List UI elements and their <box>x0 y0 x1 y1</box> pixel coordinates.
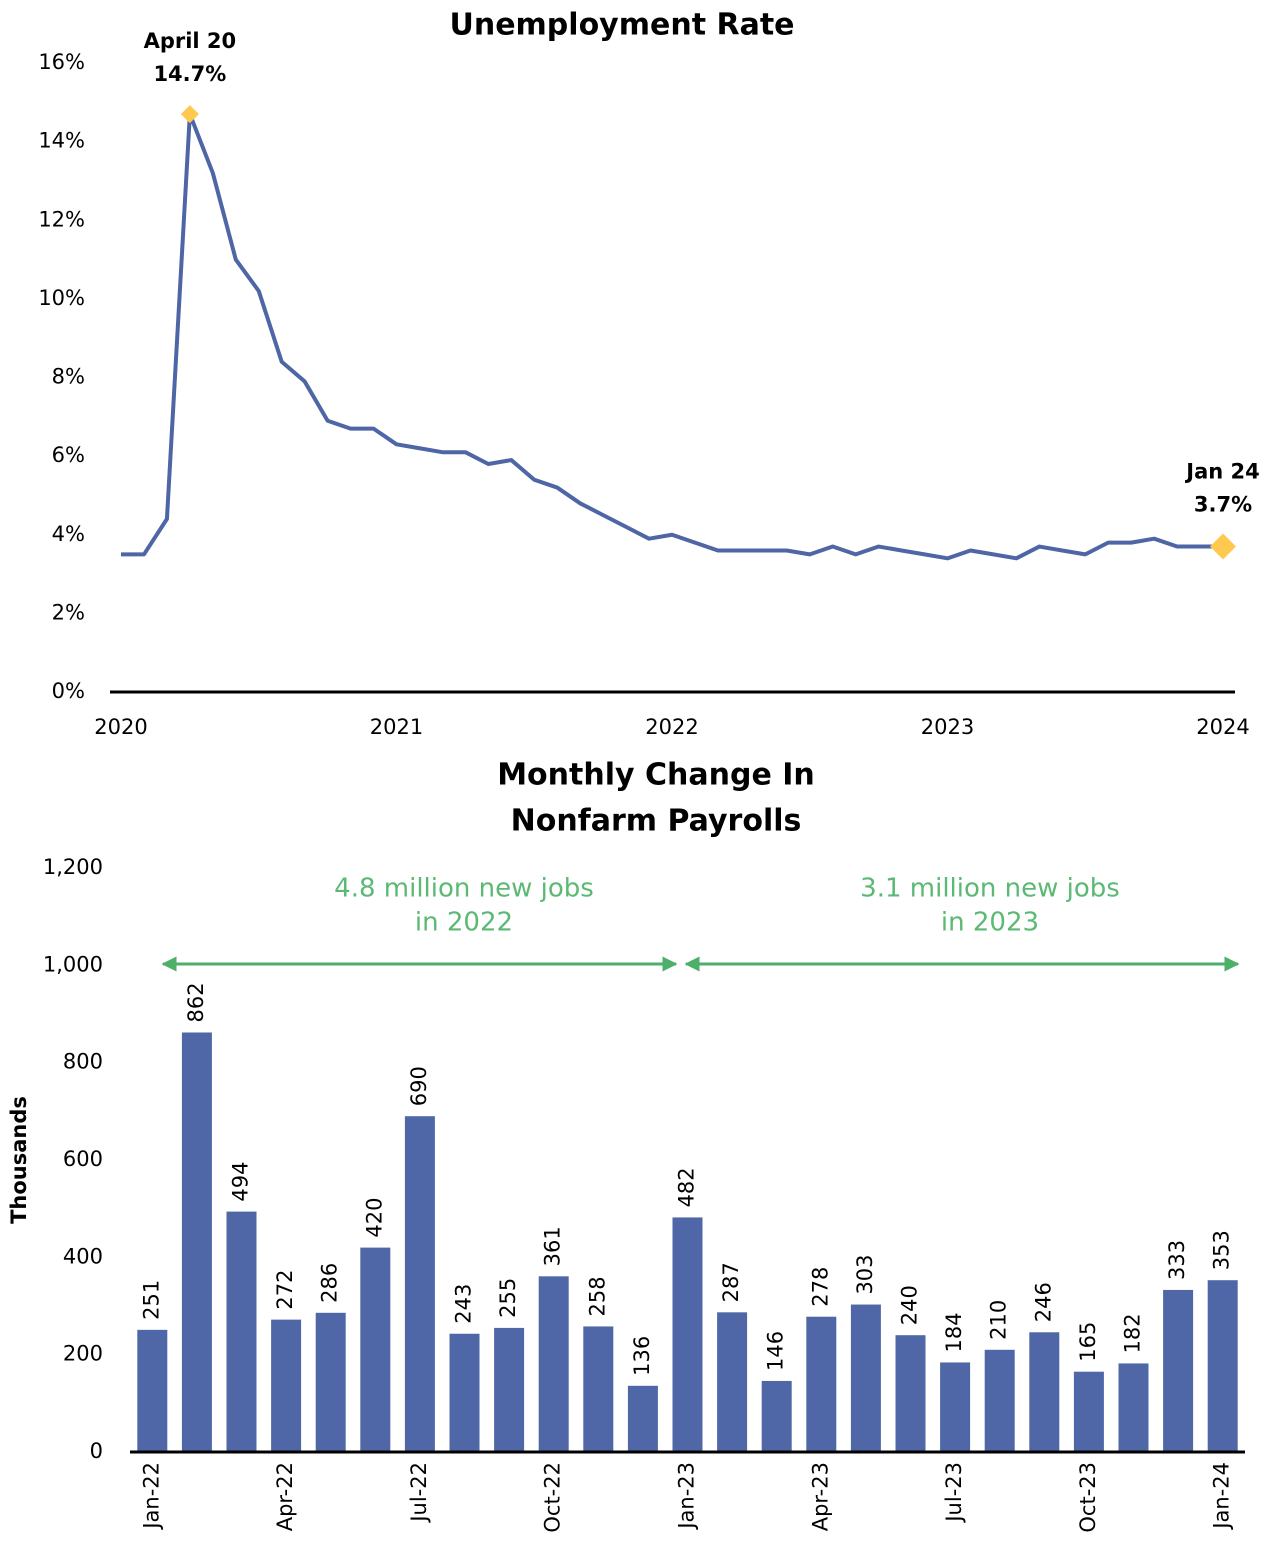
value-label: 182 <box>1121 1313 1145 1353</box>
x-tick-label: 2023 <box>921 715 974 739</box>
bar <box>850 1304 881 1452</box>
bar <box>940 1362 971 1452</box>
value-label: 272 <box>273 1270 297 1310</box>
bar <box>761 1380 792 1452</box>
bar <box>137 1329 168 1452</box>
bar <box>984 1349 1015 1452</box>
y-tick-label: 10% <box>38 286 85 310</box>
value-label: 184 <box>942 1312 966 1352</box>
bar <box>1118 1363 1149 1452</box>
bar <box>226 1211 257 1452</box>
value-label: 136 <box>630 1336 654 1376</box>
bar <box>538 1276 569 1452</box>
x-tick-label: Jan-24 <box>1210 1462 1234 1531</box>
y-tick-label: 6% <box>52 443 85 467</box>
x-tick-label: Apr-22 <box>273 1462 297 1531</box>
x-tick-label: 2022 <box>645 715 698 739</box>
x-tick-label: Jan-22 <box>139 1462 163 1531</box>
annotation: 4.8 million new jobs <box>334 874 594 904</box>
bar <box>494 1327 525 1452</box>
x-tick-label: 2020 <box>94 715 147 739</box>
bar <box>1207 1280 1238 1452</box>
value-label: 246 <box>1031 1282 1055 1322</box>
y-tick-label: 4% <box>52 522 85 546</box>
line-series <box>121 112 1223 561</box>
y-tick-label: 400 <box>63 1244 103 1268</box>
annotation: in 2023 <box>941 908 1039 938</box>
bar <box>1163 1289 1194 1452</box>
bar <box>1029 1332 1060 1452</box>
value-label: 482 <box>675 1167 699 1207</box>
value-label: 286 <box>318 1263 342 1303</box>
bar <box>315 1312 346 1452</box>
highlight-marker <box>1210 533 1236 560</box>
value-label: 494 <box>229 1161 253 1201</box>
value-label: 240 <box>898 1285 922 1325</box>
value-label: 3.7% <box>1194 493 1252 517</box>
bar <box>717 1312 748 1452</box>
bar <box>1073 1371 1104 1452</box>
value-label: 862 <box>184 982 208 1022</box>
value-label: 303 <box>853 1254 877 1294</box>
bar <box>181 1032 212 1452</box>
bar <box>672 1217 703 1452</box>
value-label: 255 <box>496 1278 520 1318</box>
y-tick-label: 200 <box>63 1342 103 1366</box>
y-tick-label: 0 <box>90 1439 103 1463</box>
y-tick-label: 800 <box>63 1050 103 1074</box>
bar <box>271 1319 302 1452</box>
chart-title: Unemployment Rate <box>449 8 794 43</box>
value-label: 210 <box>987 1300 1011 1340</box>
bar <box>360 1247 391 1452</box>
value-label: 690 <box>407 1066 431 1106</box>
y-tick-label: 0% <box>52 679 85 703</box>
value-label: 420 <box>362 1198 386 1238</box>
annotation: 3.1 million new jobs <box>860 874 1120 904</box>
bar <box>404 1116 435 1452</box>
value-label: 14.7% <box>153 62 226 86</box>
value-label: 333 <box>1165 1240 1189 1280</box>
x-tick-label: Oct-22 <box>541 1462 565 1533</box>
point-label: April 20 <box>144 29 237 53</box>
chart-title: Monthly Change In <box>497 758 815 793</box>
y-tick-label: 16% <box>38 50 85 74</box>
y-tick-label: 14% <box>38 129 85 153</box>
x-tick-label: Apr-23 <box>808 1462 832 1531</box>
x-tick-label: 2021 <box>370 715 423 739</box>
highlight-marker <box>180 105 199 124</box>
value-label: 243 <box>452 1284 476 1324</box>
y-tick-label: 8% <box>52 365 85 389</box>
bar <box>806 1316 837 1452</box>
x-tick-label: Jul-23 <box>942 1462 966 1524</box>
y-tick-label: 1,000 <box>43 952 103 976</box>
bar <box>895 1335 926 1452</box>
y-tick-label: 12% <box>38 207 85 231</box>
x-tick-label: Jul-22 <box>407 1462 431 1524</box>
y-tick-label: 2% <box>52 600 85 624</box>
point-label: Jan 24 <box>1184 460 1259 484</box>
value-label: 361 <box>541 1226 565 1266</box>
x-tick-label: Oct-23 <box>1076 1462 1100 1533</box>
value-label: 146 <box>764 1331 788 1371</box>
y-tick-label: 600 <box>63 1147 103 1171</box>
value-label: 258 <box>585 1276 609 1316</box>
value-label: 353 <box>1210 1230 1234 1270</box>
y-axis-label: Thousands <box>7 1096 31 1224</box>
value-label: 251 <box>139 1280 163 1320</box>
chart-title: Nonfarm Payrolls <box>511 804 802 839</box>
value-label: 278 <box>808 1267 832 1307</box>
y-tick-label: 1,200 <box>43 855 103 879</box>
bar <box>449 1333 480 1452</box>
bar <box>627 1385 658 1452</box>
value-label: 287 <box>719 1262 743 1302</box>
bar <box>583 1326 614 1452</box>
value-label: 165 <box>1076 1322 1100 1362</box>
annotation: in 2022 <box>415 908 513 938</box>
x-tick-label: Jan-23 <box>675 1462 699 1531</box>
x-tick-label: 2024 <box>1196 715 1249 739</box>
